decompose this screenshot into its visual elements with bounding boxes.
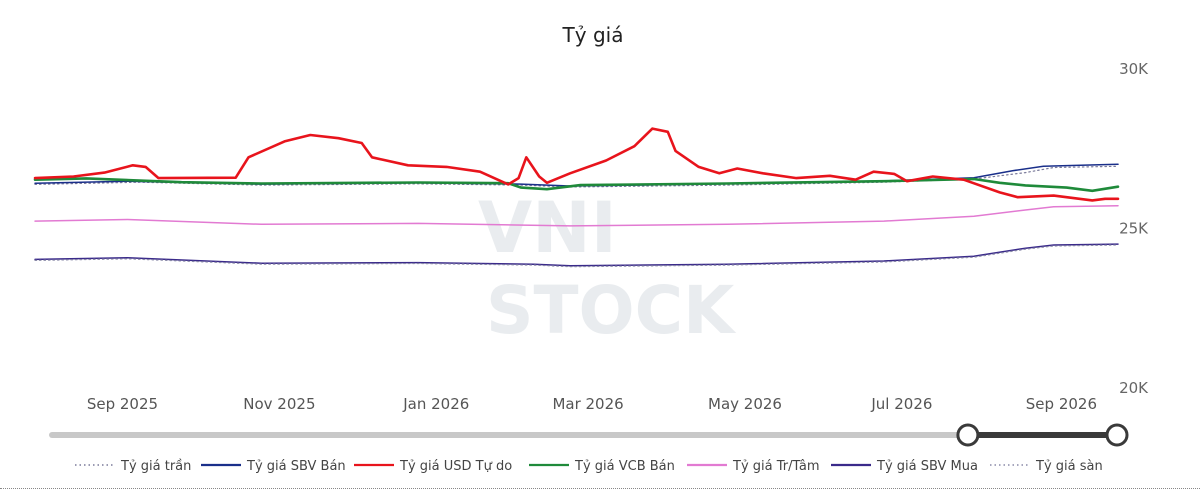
chart-title: Tỷ giá (562, 23, 624, 47)
slider-handle-end[interactable] (1105, 423, 1129, 447)
legend-label: Tỷ giá VCB Bán (574, 459, 675, 474)
x-tick-label: Sep 2026 (1026, 395, 1097, 413)
legend-label: Tỷ giá sàn (1035, 459, 1103, 474)
legend-label: Tỷ giá Tr/Tâm (732, 459, 820, 474)
series-line (33, 177, 1120, 193)
legend: Tỷ giá trần Tỷ giá SBV Bán Tỷ giá USD Tự d… (75, 459, 1103, 474)
x-tick-label: Jan 2026 (402, 395, 469, 413)
watermark-text-1: VNI (478, 187, 617, 269)
series-line (34, 243, 1119, 267)
y-tick-label: 30K (1119, 60, 1149, 78)
range-slider[interactable] (49, 423, 1129, 447)
legend-label: Tỷ giá USD Tự do (399, 459, 512, 474)
series-line (34, 244, 1119, 268)
slider-handle-start[interactable] (956, 423, 980, 447)
legend-label: Tỷ giá trần (120, 459, 191, 474)
y-tick-label: 20K (1119, 379, 1149, 397)
x-tick-label: Nov 2025 (243, 395, 315, 413)
x-axis: Sep 2025 Nov 2025 Jan 2026 Mar 2026 May 2026… (87, 395, 1097, 413)
series-line (33, 127, 1120, 202)
x-tick-label: Mar 2026 (552, 395, 623, 413)
watermark-text-2: STOCK (486, 272, 737, 349)
plot-area (33, 127, 1120, 268)
x-tick-label: Jul 2026 (870, 395, 932, 413)
legend-label: Tỷ giá SBV Bán (246, 459, 346, 474)
watermark: VNI STOCK (478, 187, 737, 349)
y-axis: 30K 25K 20K (1119, 60, 1149, 397)
bottom-divider (0, 488, 1200, 489)
series-line (34, 205, 1119, 227)
legend-label: Tỷ giá SBV Mua (876, 459, 978, 474)
y-tick-label: 25K (1119, 220, 1149, 238)
x-tick-label: Sep 2025 (87, 395, 158, 413)
x-tick-label: May 2026 (708, 395, 782, 413)
series-line (34, 165, 1119, 188)
